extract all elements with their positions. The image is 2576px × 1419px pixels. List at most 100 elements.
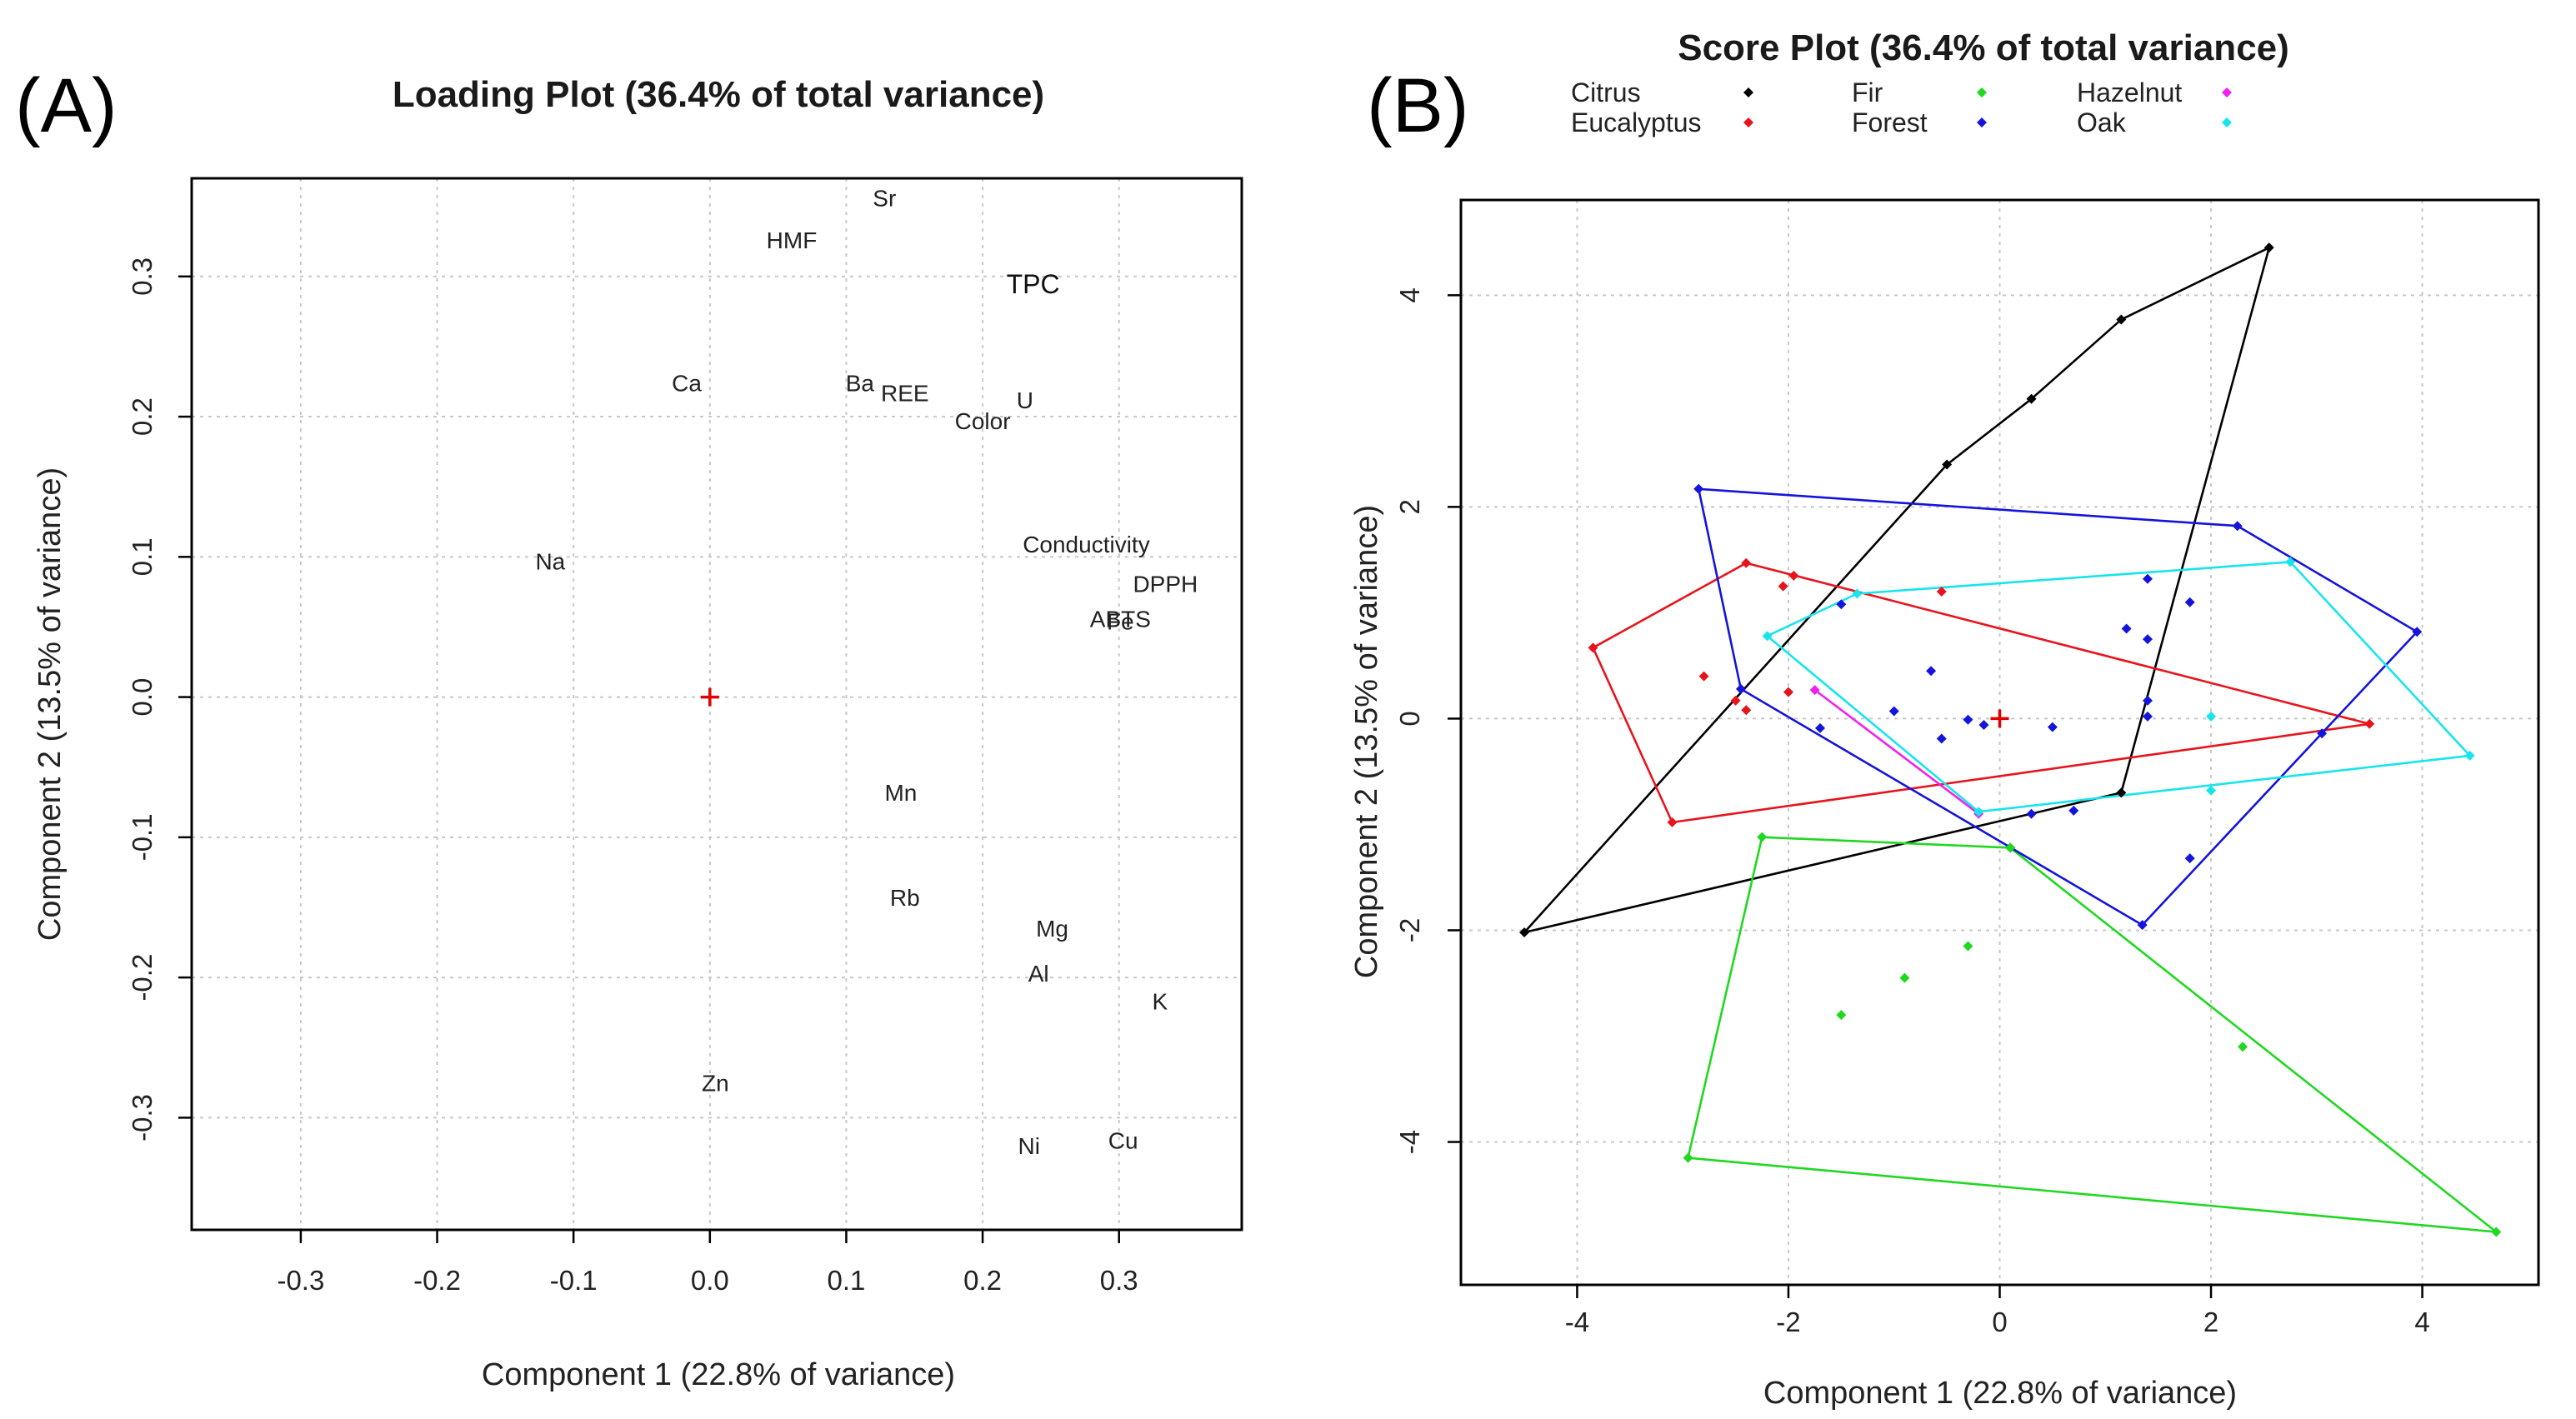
point-citrus [2116,787,2127,798]
point-eucalyptus [1588,642,1598,653]
legend-label-forest: Forest [1852,107,1928,137]
point-forest [2184,853,2195,864]
loading-label-tpc: TPC [1007,269,1060,299]
point-forest [1888,706,1899,717]
legend-marker-oak [2222,117,2232,127]
legend-marker-hazelnut [2222,87,2232,97]
point-hazelnut [1809,685,1820,696]
point-oak [2206,711,2217,722]
loading-ytick-label: 0.3 [127,257,158,296]
loading-xtick-label: 0.0 [691,1265,729,1296]
point-eucalyptus [1741,705,1752,716]
point-forest [1936,733,1947,744]
legend-marker-fir [1977,87,1987,97]
point-forest [2142,573,2153,584]
loading-label-u: U [1017,387,1033,413]
loading-label-k: K [1152,989,1168,1015]
loading-label-ba: Ba [846,371,875,397]
score-ytick-label: -2 [1394,918,1425,942]
point-fir [2491,1227,2502,1237]
point-eucalyptus [1730,695,1741,706]
loading-ytick-label: 0.1 [127,537,158,576]
legend-marker-forest [1977,117,1987,127]
point-citrus [2026,393,2037,404]
loading-label-rb: Rb [890,885,920,911]
point-forest [2412,627,2423,637]
loading-plot-xlabel: Component 1 (22.8% of variance) [482,1357,955,1392]
hull-eucalyptus [1592,562,2371,824]
loading-xtick-label: -0.2 [413,1265,461,1296]
point-oak [1852,588,1863,599]
point-citrus [1942,459,1953,470]
score-plot-ticks: -4 -2 0 2 4 -4 -2 0 2 4 [1394,287,2430,1337]
point-fir [1963,941,1973,952]
loading-label-cu: Cu [1108,1127,1138,1153]
loading-ytick-label: 0.0 [127,678,158,717]
loading-plot-title: Loading Plot (36.4% of total variance) [393,74,1044,115]
loading-ytick-label: 0.2 [127,397,158,436]
legend-label-fir: Fir [1852,77,1883,107]
point-forest [2142,634,2153,645]
loading-plot-origin [700,687,719,707]
point-fir [2005,842,2016,853]
panel-b-label: (B) [1367,63,1469,148]
loading-plot-ticks: -0.3 -0.2 -0.1 0.0 0.1 0.2 0.3 -0.3 -0.2 -0.1 0.0 0… [127,257,1138,1296]
score-xtick-label: 2 [2203,1307,2218,1337]
loading-label-mn: Mn [884,780,917,806]
point-eucalyptus [1741,557,1752,568]
point-forest [1693,483,1704,494]
score-ytick-label: 0 [1394,711,1425,726]
point-forest [1963,714,1973,725]
loading-label-ree: REE [881,380,929,406]
point-oak [2285,557,2296,567]
point-oak [2464,750,2475,761]
loading-plot-grid [192,178,1242,1230]
point-eucalyptus [1667,817,1678,827]
loading-label-zn: Zn [702,1070,729,1096]
point-forest [2184,597,2195,607]
legend-label-hazelnut: Hazelnut [2077,77,2182,107]
point-eucalyptus [1783,687,1793,697]
hull-hazelnut [1813,688,1980,816]
loading-ytick-label: -0.2 [127,954,158,1002]
loading-xtick-label: -0.1 [550,1265,598,1296]
legend-label-eucalyptus: Eucalyptus [1571,107,1702,137]
point-eucalyptus [1698,671,1709,682]
legend-label-oak: Oak [2077,107,2127,137]
point-forest [1978,720,1989,731]
hull-forest [1697,487,2418,927]
point-fir [1899,972,1910,983]
loading-plot-ylabel: Component 2 (13.5% of variance) [33,467,68,941]
loading-label-ca: Ca [672,371,702,397]
loading-plot-frame [190,177,1243,1232]
point-eucalyptus [2364,718,2375,729]
legend-label-citrus: Citrus [1571,77,1641,107]
point-oak [1762,631,1773,642]
loading-xtick-label: 0.3 [1100,1265,1138,1296]
point-fir [1757,832,1768,842]
score-plot-ylabel: Component 2 (13.5% of variance) [1349,505,1384,978]
score-ytick-label: -4 [1394,1130,1425,1154]
loading-label-color: Color [955,408,1011,434]
point-fir [1683,1152,1693,1163]
score-plot-grid [1461,200,2538,1285]
point-forest [1735,683,1746,694]
point-forest [2317,728,2328,739]
point-oak [2206,785,2217,796]
point-fir [2238,1042,2248,1052]
point-citrus [2263,242,2274,253]
hull-oak [1766,561,2471,813]
score-ytick-label: 2 [1394,499,1425,514]
loading-xtick-label: 0.2 [963,1265,1002,1296]
point-citrus [2116,314,2127,325]
point-oak [1973,807,1984,817]
point-eucalyptus [1778,581,1788,592]
loading-ytick-label: -0.1 [127,813,158,861]
point-forest [2121,623,2132,634]
score-plot-hulls [1523,246,2498,1233]
loading-xtick-label: -0.3 [277,1265,324,1296]
loading-label-sr: Sr [873,186,896,212]
